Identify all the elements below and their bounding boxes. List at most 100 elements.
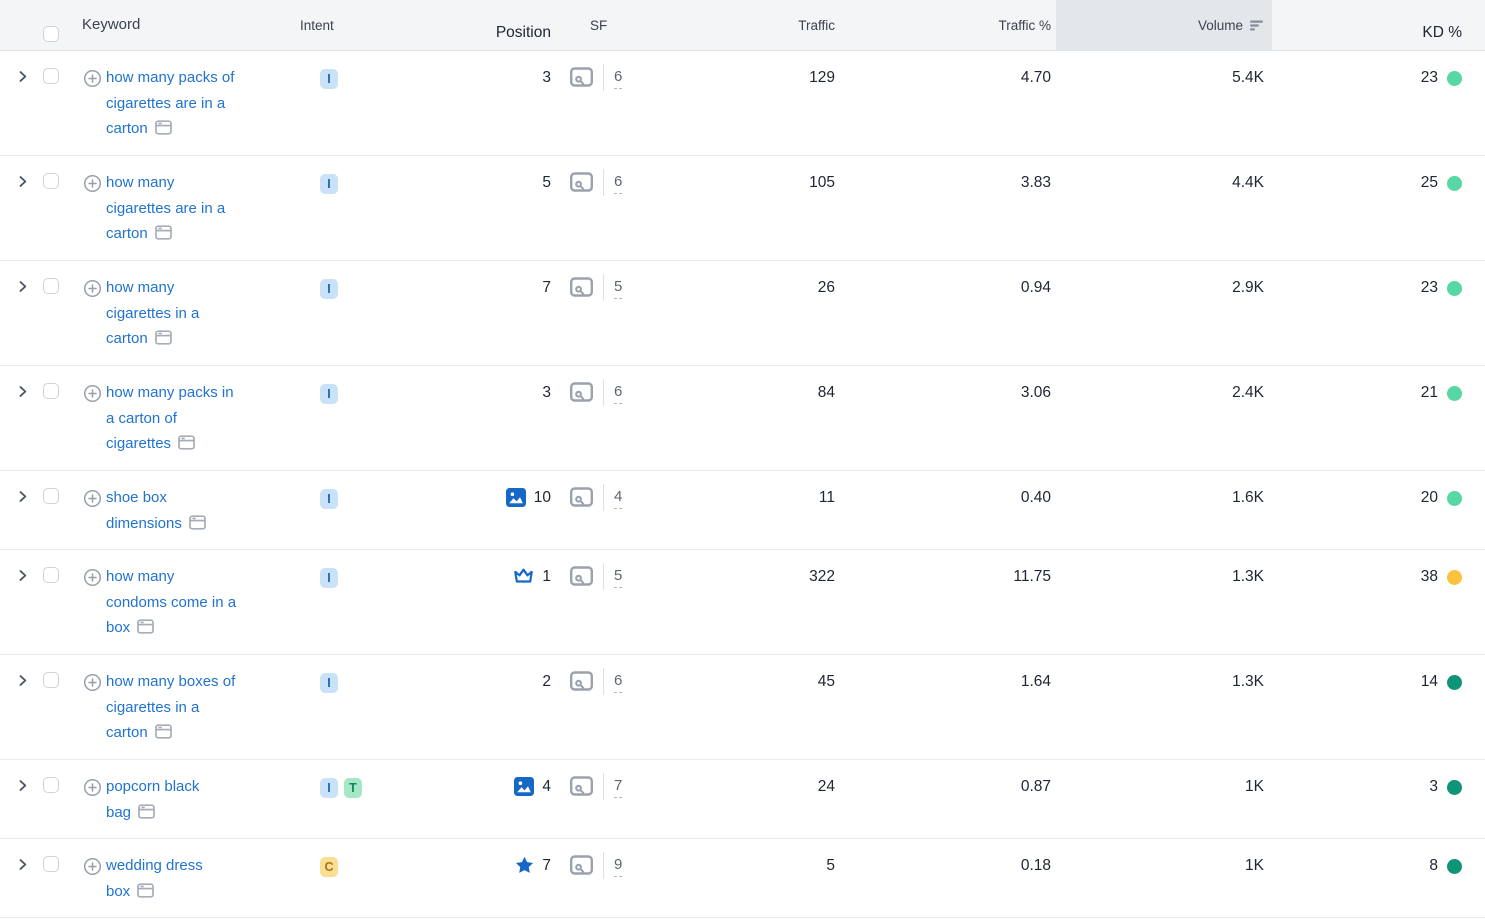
sf-count-link[interactable]: 6 [614, 171, 623, 194]
intent-badge-I[interactable]: I [320, 568, 338, 588]
expand-row-button[interactable] [16, 385, 29, 398]
expand-row-button[interactable] [16, 490, 29, 503]
intent-badge-I[interactable]: I [320, 69, 338, 89]
intent-badge-I[interactable]: I [320, 384, 338, 404]
keyword-link[interactable]: how many packs in a carton of cigarettes [106, 384, 234, 452]
expand-row-button[interactable] [16, 70, 29, 83]
traffic-pct-column-label[interactable]: Traffic % [998, 17, 1051, 33]
keyword-link[interactable]: how many packs of cigarettes are in a cart… [106, 69, 235, 137]
sf-count-link[interactable]: 5 [614, 276, 623, 299]
serp-window-icon[interactable] [154, 724, 172, 739]
serp-snapshot-icon[interactable] [570, 671, 593, 691]
volume-column-label[interactable]: Volume [1197, 17, 1243, 33]
position-value: 3 [542, 384, 551, 401]
intent-badge-I[interactable]: I [320, 673, 338, 693]
serp-snapshot-icon[interactable] [570, 67, 593, 87]
keyword-link[interactable]: shoe box dimensions [106, 489, 182, 532]
keyword-link[interactable]: wedding dress box [106, 857, 203, 900]
add-keyword-button[interactable] [83, 568, 102, 587]
keyword-link[interactable]: how many cigarettes are in a carton [106, 174, 226, 242]
position-value: 10 [533, 489, 551, 506]
keyword-link[interactable]: how many cigarettes in a carton [106, 279, 200, 347]
row-checkbox[interactable] [43, 383, 59, 399]
intent-column-label[interactable]: Intent [300, 17, 334, 33]
add-keyword-button[interactable] [83, 384, 102, 403]
sf-count-link[interactable]: 4 [614, 486, 623, 509]
serp-snapshot-icon[interactable] [570, 172, 593, 192]
add-keyword-button[interactable] [83, 279, 102, 298]
serp-window-icon[interactable] [154, 120, 172, 135]
row-checkbox[interactable] [43, 777, 59, 793]
intent-badge-C[interactable]: C [320, 857, 338, 877]
add-keyword-button[interactable] [83, 673, 102, 692]
add-keyword-button[interactable] [83, 857, 102, 876]
traffic-pct-value: 1.64 [1020, 673, 1051, 690]
expand-row-button[interactable] [16, 674, 29, 687]
volume-value: 1.3K [1232, 673, 1264, 690]
intent-badge-T[interactable]: T [344, 778, 362, 798]
sf-count-link[interactable]: 6 [614, 66, 623, 89]
intent-cell: I [300, 261, 480, 365]
serp-window-icon[interactable] [189, 514, 206, 530]
serp-window-icon[interactable] [154, 330, 172, 345]
sf-count-link[interactable]: 9 [614, 854, 623, 877]
sf-count-link[interactable]: 6 [614, 670, 623, 693]
serp-snapshot-icon[interactable] [570, 566, 593, 586]
traffic-pct-value: 11.75 [1013, 568, 1051, 585]
row-checkbox[interactable] [43, 672, 59, 688]
serp-window-icon[interactable] [154, 225, 172, 240]
add-keyword-button[interactable] [83, 778, 102, 797]
column-header-position: Position [480, 0, 560, 50]
keyword-column-label[interactable]: Keyword [82, 16, 141, 34]
sf-column-label[interactable]: SF [590, 17, 608, 33]
serp-window-icon[interactable] [137, 882, 155, 898]
sf-count-link[interactable]: 5 [614, 565, 623, 588]
expand-row-button[interactable] [16, 779, 29, 792]
row-checkbox[interactable] [43, 278, 59, 294]
keyword-link[interactable]: how many boxes of cigarettes in a carton [106, 673, 236, 741]
row-checkbox[interactable] [43, 567, 59, 583]
expand-row-button[interactable] [16, 175, 29, 188]
intent-badge-I[interactable]: I [320, 778, 338, 798]
add-keyword-button[interactable] [83, 489, 102, 508]
kd-difficulty-dot [1447, 281, 1462, 296]
expand-row-button[interactable] [16, 280, 29, 293]
intent-badge-I[interactable]: I [320, 174, 338, 194]
sf-count-link[interactable]: 7 [614, 775, 623, 798]
serp-window-icon[interactable] [178, 435, 195, 450]
expand-row-button[interactable] [16, 569, 29, 582]
traffic-value: 11 [818, 489, 835, 506]
serp-snapshot-icon[interactable] [570, 855, 593, 875]
row-checkbox[interactable] [43, 68, 59, 84]
sort-descending-icon[interactable] [1250, 20, 1264, 31]
volume-value: 4.4K [1232, 174, 1264, 191]
kd-difficulty-dot [1447, 491, 1462, 506]
sf-count-link[interactable]: 6 [614, 381, 623, 404]
serp-snapshot-icon[interactable] [570, 382, 593, 402]
row-checkbox[interactable] [43, 173, 59, 189]
chevron-right-icon [19, 386, 27, 397]
traffic-column-label[interactable]: Traffic [798, 17, 835, 33]
serp-snapshot-icon[interactable] [570, 277, 593, 297]
keyword-link[interactable]: how many condoms come in a box [106, 568, 237, 636]
row-checkbox[interactable] [43, 856, 59, 872]
serp-window-icon[interactable] [138, 803, 155, 819]
serp-window-icon[interactable] [137, 619, 155, 634]
traffic-value: 105 [809, 174, 835, 191]
serp-snapshot-icon[interactable] [570, 487, 593, 507]
select-all-checkbox[interactable] [43, 25, 59, 42]
position-column-label[interactable]: Position [495, 23, 551, 41]
add-keyword-button[interactable] [83, 174, 102, 193]
keyword-link[interactable]: popcorn black bag [106, 778, 200, 821]
serp-snapshot-icon[interactable] [570, 776, 593, 796]
intent-badge-I[interactable]: I [320, 279, 338, 299]
position-cell: 2 [480, 655, 560, 759]
row-checkbox[interactable] [43, 488, 59, 504]
kd-column-label[interactable]: KD % [1422, 23, 1462, 41]
add-keyword-button[interactable] [83, 69, 102, 88]
intent-cell: C [300, 839, 480, 917]
expand-row-button[interactable] [16, 858, 29, 871]
header-expand-spacer [0, 0, 40, 50]
intent-badge-I[interactable]: I [320, 489, 338, 509]
traffic-value: 26 [817, 279, 835, 296]
